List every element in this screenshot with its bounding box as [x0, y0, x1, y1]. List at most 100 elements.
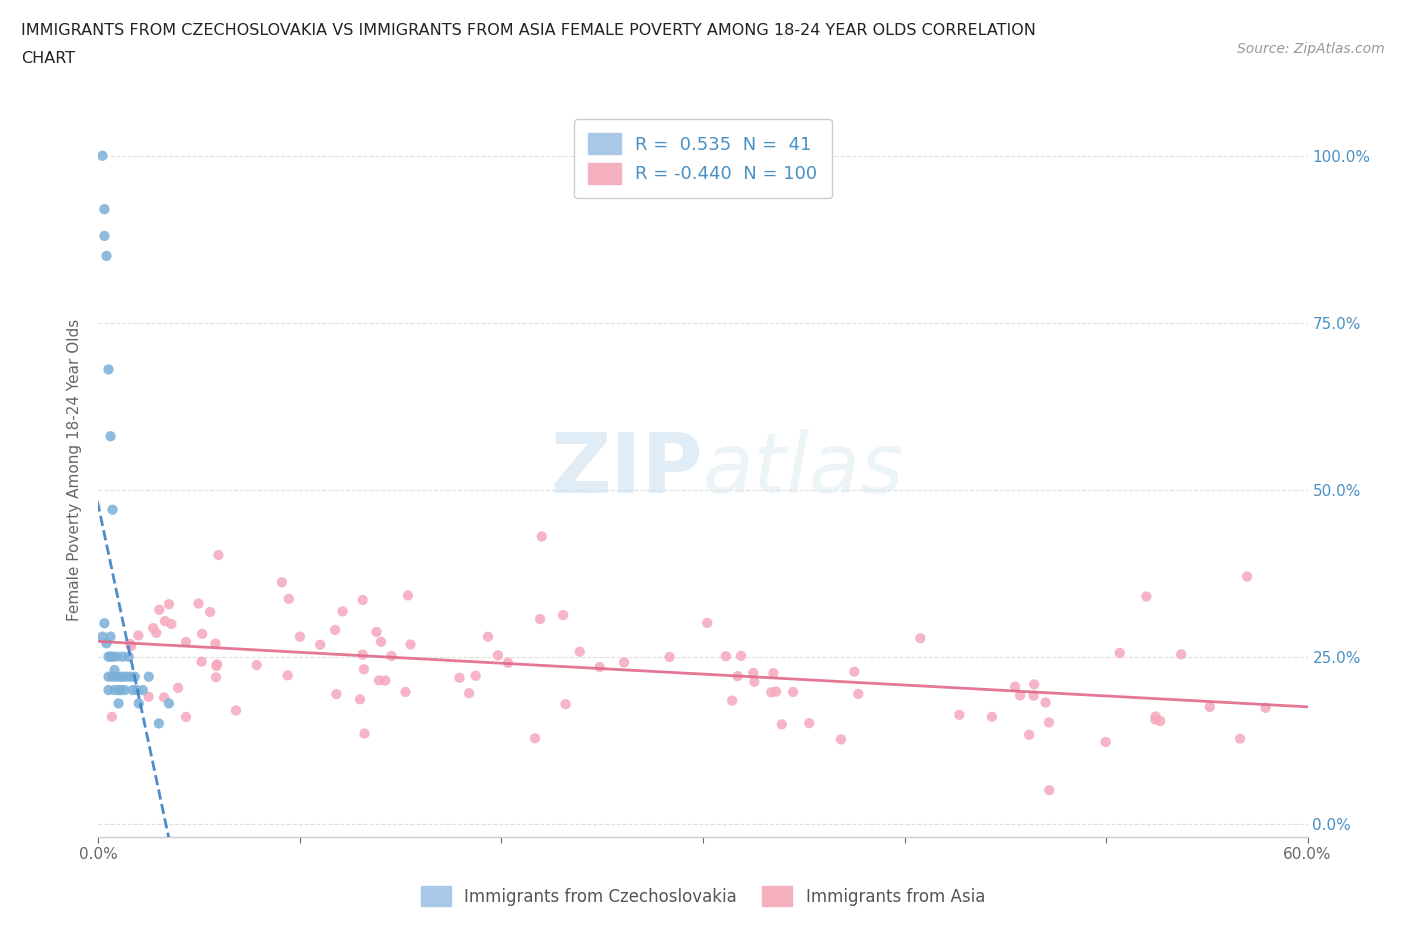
Point — [93, 616, 115, 631]
Point — [118, 636, 141, 651]
Point — [288, 630, 311, 644]
Point — [799, 716, 821, 731]
Point — [948, 708, 970, 723]
Point — [727, 669, 749, 684]
Point — [97, 649, 120, 664]
Point — [101, 710, 124, 724]
Point — [121, 683, 143, 698]
Point — [205, 658, 228, 673]
Point — [107, 683, 129, 698]
Point — [352, 647, 374, 662]
Point — [148, 716, 170, 731]
Point — [449, 671, 471, 685]
Point — [399, 637, 422, 652]
Point — [207, 548, 229, 563]
Point — [770, 717, 793, 732]
Point — [97, 670, 120, 684]
Point — [93, 229, 115, 244]
Point — [138, 670, 160, 684]
Point — [1022, 688, 1045, 703]
Point — [530, 529, 553, 544]
Point — [205, 670, 228, 684]
Point — [96, 636, 118, 651]
Point — [1198, 699, 1220, 714]
Point — [110, 683, 132, 698]
Point — [138, 689, 160, 704]
Point — [349, 692, 371, 707]
Point — [496, 656, 519, 671]
Point — [477, 630, 499, 644]
Point — [323, 622, 346, 637]
Point — [115, 670, 138, 684]
Text: ZIP: ZIP — [551, 429, 703, 511]
Point — [91, 630, 114, 644]
Point — [111, 649, 134, 664]
Point — [589, 659, 612, 674]
Text: Source: ZipAtlas.com: Source: ZipAtlas.com — [1237, 42, 1385, 56]
Point — [111, 670, 134, 684]
Point — [353, 662, 375, 677]
Point — [174, 710, 197, 724]
Point — [105, 670, 128, 684]
Legend: Immigrants from Czechoslovakia, Immigrants from Asia: Immigrants from Czechoslovakia, Immigran… — [415, 880, 991, 912]
Point — [762, 666, 785, 681]
Point — [1024, 677, 1046, 692]
Point — [366, 625, 388, 640]
Point — [696, 616, 718, 631]
Point — [380, 648, 402, 663]
Point — [277, 591, 299, 606]
Point — [910, 631, 932, 645]
Point — [145, 625, 167, 640]
Point — [157, 597, 180, 612]
Point — [980, 710, 1002, 724]
Point — [204, 636, 226, 651]
Point — [721, 693, 744, 708]
Point — [198, 604, 221, 619]
Point — [846, 686, 869, 701]
Point — [730, 648, 752, 663]
Point — [120, 639, 142, 654]
Point — [742, 666, 765, 681]
Point — [187, 596, 209, 611]
Point — [568, 644, 591, 659]
Point — [160, 617, 183, 631]
Legend: R =  0.535  N =  41, R = -0.440  N = 100: R = 0.535 N = 41, R = -0.440 N = 100 — [574, 119, 832, 198]
Point — [464, 669, 486, 684]
Point — [370, 634, 392, 649]
Point — [205, 657, 228, 671]
Point — [352, 592, 374, 607]
Point — [93, 202, 115, 217]
Point — [103, 662, 125, 677]
Point — [1018, 727, 1040, 742]
Point — [100, 429, 122, 444]
Point — [761, 684, 783, 699]
Point — [153, 614, 176, 629]
Point — [128, 696, 150, 711]
Point — [120, 670, 142, 684]
Point — [277, 668, 299, 683]
Point — [1010, 688, 1032, 703]
Point — [1254, 700, 1277, 715]
Point — [396, 588, 419, 603]
Point — [105, 649, 128, 664]
Point — [1170, 647, 1192, 662]
Point — [246, 658, 269, 672]
Point — [529, 612, 551, 627]
Point — [458, 685, 481, 700]
Point — [148, 603, 170, 618]
Point — [658, 649, 681, 664]
Point — [368, 673, 391, 688]
Point — [332, 604, 354, 618]
Point — [191, 627, 214, 642]
Point — [309, 637, 332, 652]
Point — [524, 731, 547, 746]
Point — [374, 673, 396, 688]
Point — [325, 686, 347, 701]
Point — [613, 655, 636, 670]
Y-axis label: Female Poverty Among 18-24 Year Olds: Female Poverty Among 18-24 Year Olds — [67, 318, 83, 621]
Point — [100, 630, 122, 644]
Point — [271, 575, 294, 590]
Point — [101, 649, 124, 664]
Point — [554, 697, 576, 711]
Point — [553, 607, 575, 622]
